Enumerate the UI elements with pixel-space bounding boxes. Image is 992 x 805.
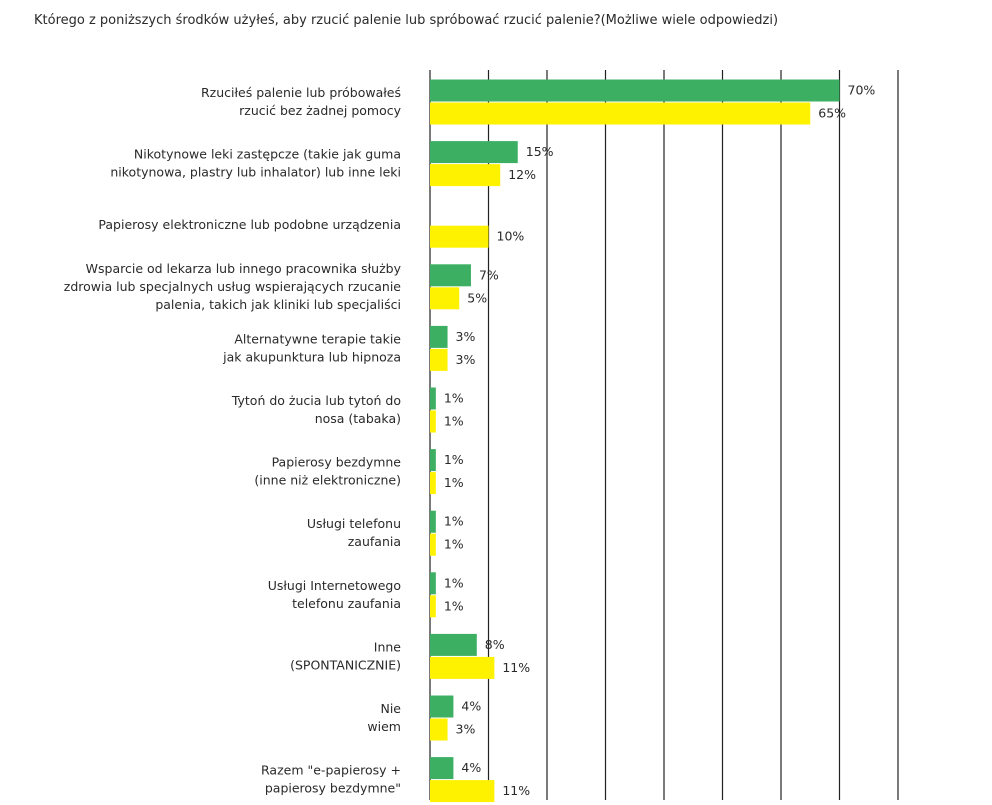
data-label: 1% [444, 475, 464, 490]
chart-title: Którego z poniższych środków użyłeś, aby… [34, 13, 778, 28]
category-label: Usługi Internetowego telefonu zaufania [268, 578, 401, 611]
bar [430, 387, 436, 410]
data-label: 70% [848, 83, 876, 98]
category-label-line: jak akupunktura lub hipnoza [222, 349, 401, 364]
data-label: 3% [456, 352, 476, 367]
category-label: Alternatywne terapie takie jak akupunktur… [222, 331, 401, 364]
bar [430, 595, 436, 618]
data-label: 1% [444, 391, 464, 406]
category-label: Rzuciłeś palenie lub próbowałeś rzucić be… [201, 85, 402, 118]
category-label-line: Papierosy elektroniczne lub podobne urzą… [98, 217, 401, 232]
category-label-line: nosa (tabaka) [315, 411, 401, 426]
data-label: 1% [444, 414, 464, 429]
bar [430, 780, 495, 803]
data-label: 4% [461, 760, 481, 775]
category-label: Inne (SPONTANICZNIE) [290, 639, 401, 672]
bar [430, 102, 811, 125]
category-label: Wsparcie od lekarza lub innego pracownik… [64, 261, 402, 312]
category-label-line: Wsparcie od lekarza lub innego pracownik… [86, 261, 402, 276]
bar [430, 510, 436, 533]
data-label: 5% [467, 290, 487, 305]
bar [430, 79, 840, 102]
category-label: Usługi telefonu zaufania [307, 516, 401, 549]
data-label: 7% [479, 267, 499, 282]
category-label: Papierosy bezdymne (inne niż elektroniczn… [254, 455, 401, 488]
category-label-line: Nikotynowe leki zastępcze (takie jak gum… [134, 147, 401, 162]
category-label: Nie wiem [367, 701, 401, 734]
category-label: Papierosy elektroniczne lub podobne urzą… [98, 217, 401, 232]
category-label-line: palenia, takich jak kliniki lub specjali… [155, 297, 401, 312]
data-label: 11% [502, 783, 530, 798]
bar [430, 718, 448, 741]
category-label-line: Inne [374, 639, 402, 654]
bar [430, 449, 436, 472]
data-label: 3% [456, 722, 476, 737]
bar [430, 695, 454, 718]
data-label: 11% [502, 660, 530, 675]
bars: 70%65% 15% 12% 10% 7% 5% 3% 3% 1% 1% 1% 1% 1% 1% 1% 1% 8… [430, 79, 876, 803]
category-label: Razem "e-papierosy + papierosy bezdymne" [261, 763, 401, 796]
category-label-line: Razem "e-papierosy + [261, 763, 401, 778]
category-label-line: nikotynowa, plastry lub inhalator) lub i… [110, 165, 401, 180]
category-label-line: zdrowia lub specjalnych usług wspierając… [64, 279, 402, 294]
category-label-line: Tytoń do żucia lub tytoń do [231, 393, 401, 408]
bar [430, 472, 436, 495]
bar [430, 533, 436, 556]
category-label-line: zaufania [348, 534, 401, 549]
bar [430, 264, 471, 287]
category-label-line: (SPONTANICZNIE) [290, 657, 401, 672]
data-label: 10% [497, 229, 525, 244]
category-label-line: papierosy bezdymne" [265, 781, 401, 796]
data-label: 3% [456, 329, 476, 344]
data-label: 8% [485, 637, 505, 652]
category-label: Nikotynowe leki zastępcze (takie jak gum… [110, 147, 401, 180]
category-label-line: rzucić bez żadnej pomocy [239, 103, 401, 118]
bar [430, 757, 454, 780]
data-label: 1% [444, 598, 464, 613]
bar [430, 572, 436, 595]
bar [430, 410, 436, 433]
data-label: 1% [444, 537, 464, 552]
bar [430, 348, 448, 371]
category-label-line: Alternatywne terapie takie [234, 331, 401, 346]
gridlines [429, 70, 899, 800]
category-label-line: Nie [380, 701, 401, 716]
data-label: 12% [508, 167, 536, 182]
category-label-line: (inne niż elektroniczne) [254, 473, 401, 488]
category-label-line: Rzuciłeś palenie lub próbowałeś [201, 85, 401, 100]
category-label-line: Papierosy bezdymne [272, 455, 402, 470]
category-label-line: telefonu zaufania [292, 596, 401, 611]
data-label: 1% [444, 575, 464, 590]
data-label: 15% [526, 144, 554, 159]
bar [430, 287, 460, 310]
category-label-line: Usługi telefonu [307, 516, 401, 531]
data-label: 4% [461, 699, 481, 714]
category-label: Tytoń do żucia lub tytoń do nosa (tabaka) [231, 393, 401, 426]
data-label: 1% [444, 514, 464, 529]
bar [430, 141, 518, 164]
data-label: 65% [818, 106, 846, 121]
bar [430, 225, 489, 248]
data-label: 1% [444, 452, 464, 467]
category-labels: Rzuciłeś palenie lub próbowałeś rzucić be… [64, 85, 402, 796]
bar [430, 656, 495, 679]
category-label-line: Usługi Internetowego [268, 578, 401, 593]
bar [430, 633, 477, 656]
bar [430, 164, 501, 187]
bar [430, 325, 448, 348]
category-label-line: wiem [367, 719, 401, 734]
